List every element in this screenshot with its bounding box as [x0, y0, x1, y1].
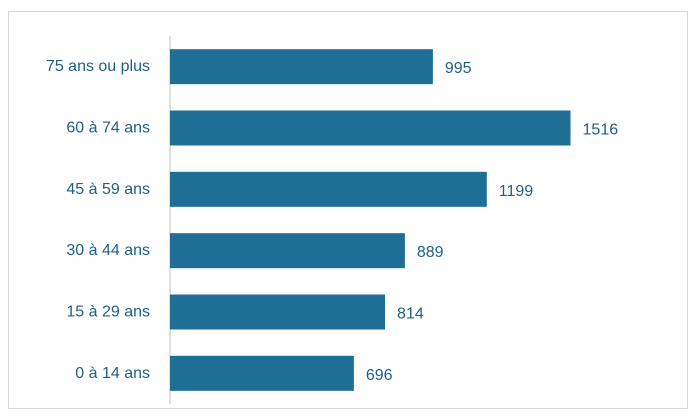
bar: [170, 110, 571, 146]
data-label: 1199: [499, 183, 534, 200]
bar: [170, 233, 405, 269]
category-label: 75 ans ou plus: [46, 58, 150, 75]
data-label: 696: [366, 367, 393, 384]
bar: [170, 171, 487, 207]
data-label: 814: [397, 306, 424, 323]
bar: [170, 49, 433, 85]
category-label: 60 à 74 ans: [66, 120, 150, 137]
bar: [170, 294, 386, 330]
category-label: 45 à 59 ans: [66, 181, 150, 198]
data-label: 995: [445, 60, 472, 77]
data-label: 1516: [583, 122, 619, 139]
category-label: 30 à 44 ans: [66, 242, 150, 259]
category-label: 0 à 14 ans: [75, 365, 150, 382]
bar: [170, 355, 354, 391]
category-label: 15 à 29 ans: [66, 304, 150, 321]
data-label: 889: [417, 244, 444, 261]
